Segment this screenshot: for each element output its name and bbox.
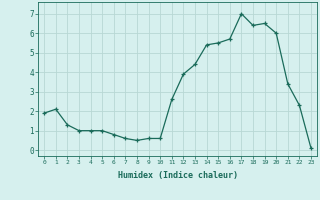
X-axis label: Humidex (Indice chaleur): Humidex (Indice chaleur) <box>118 171 238 180</box>
